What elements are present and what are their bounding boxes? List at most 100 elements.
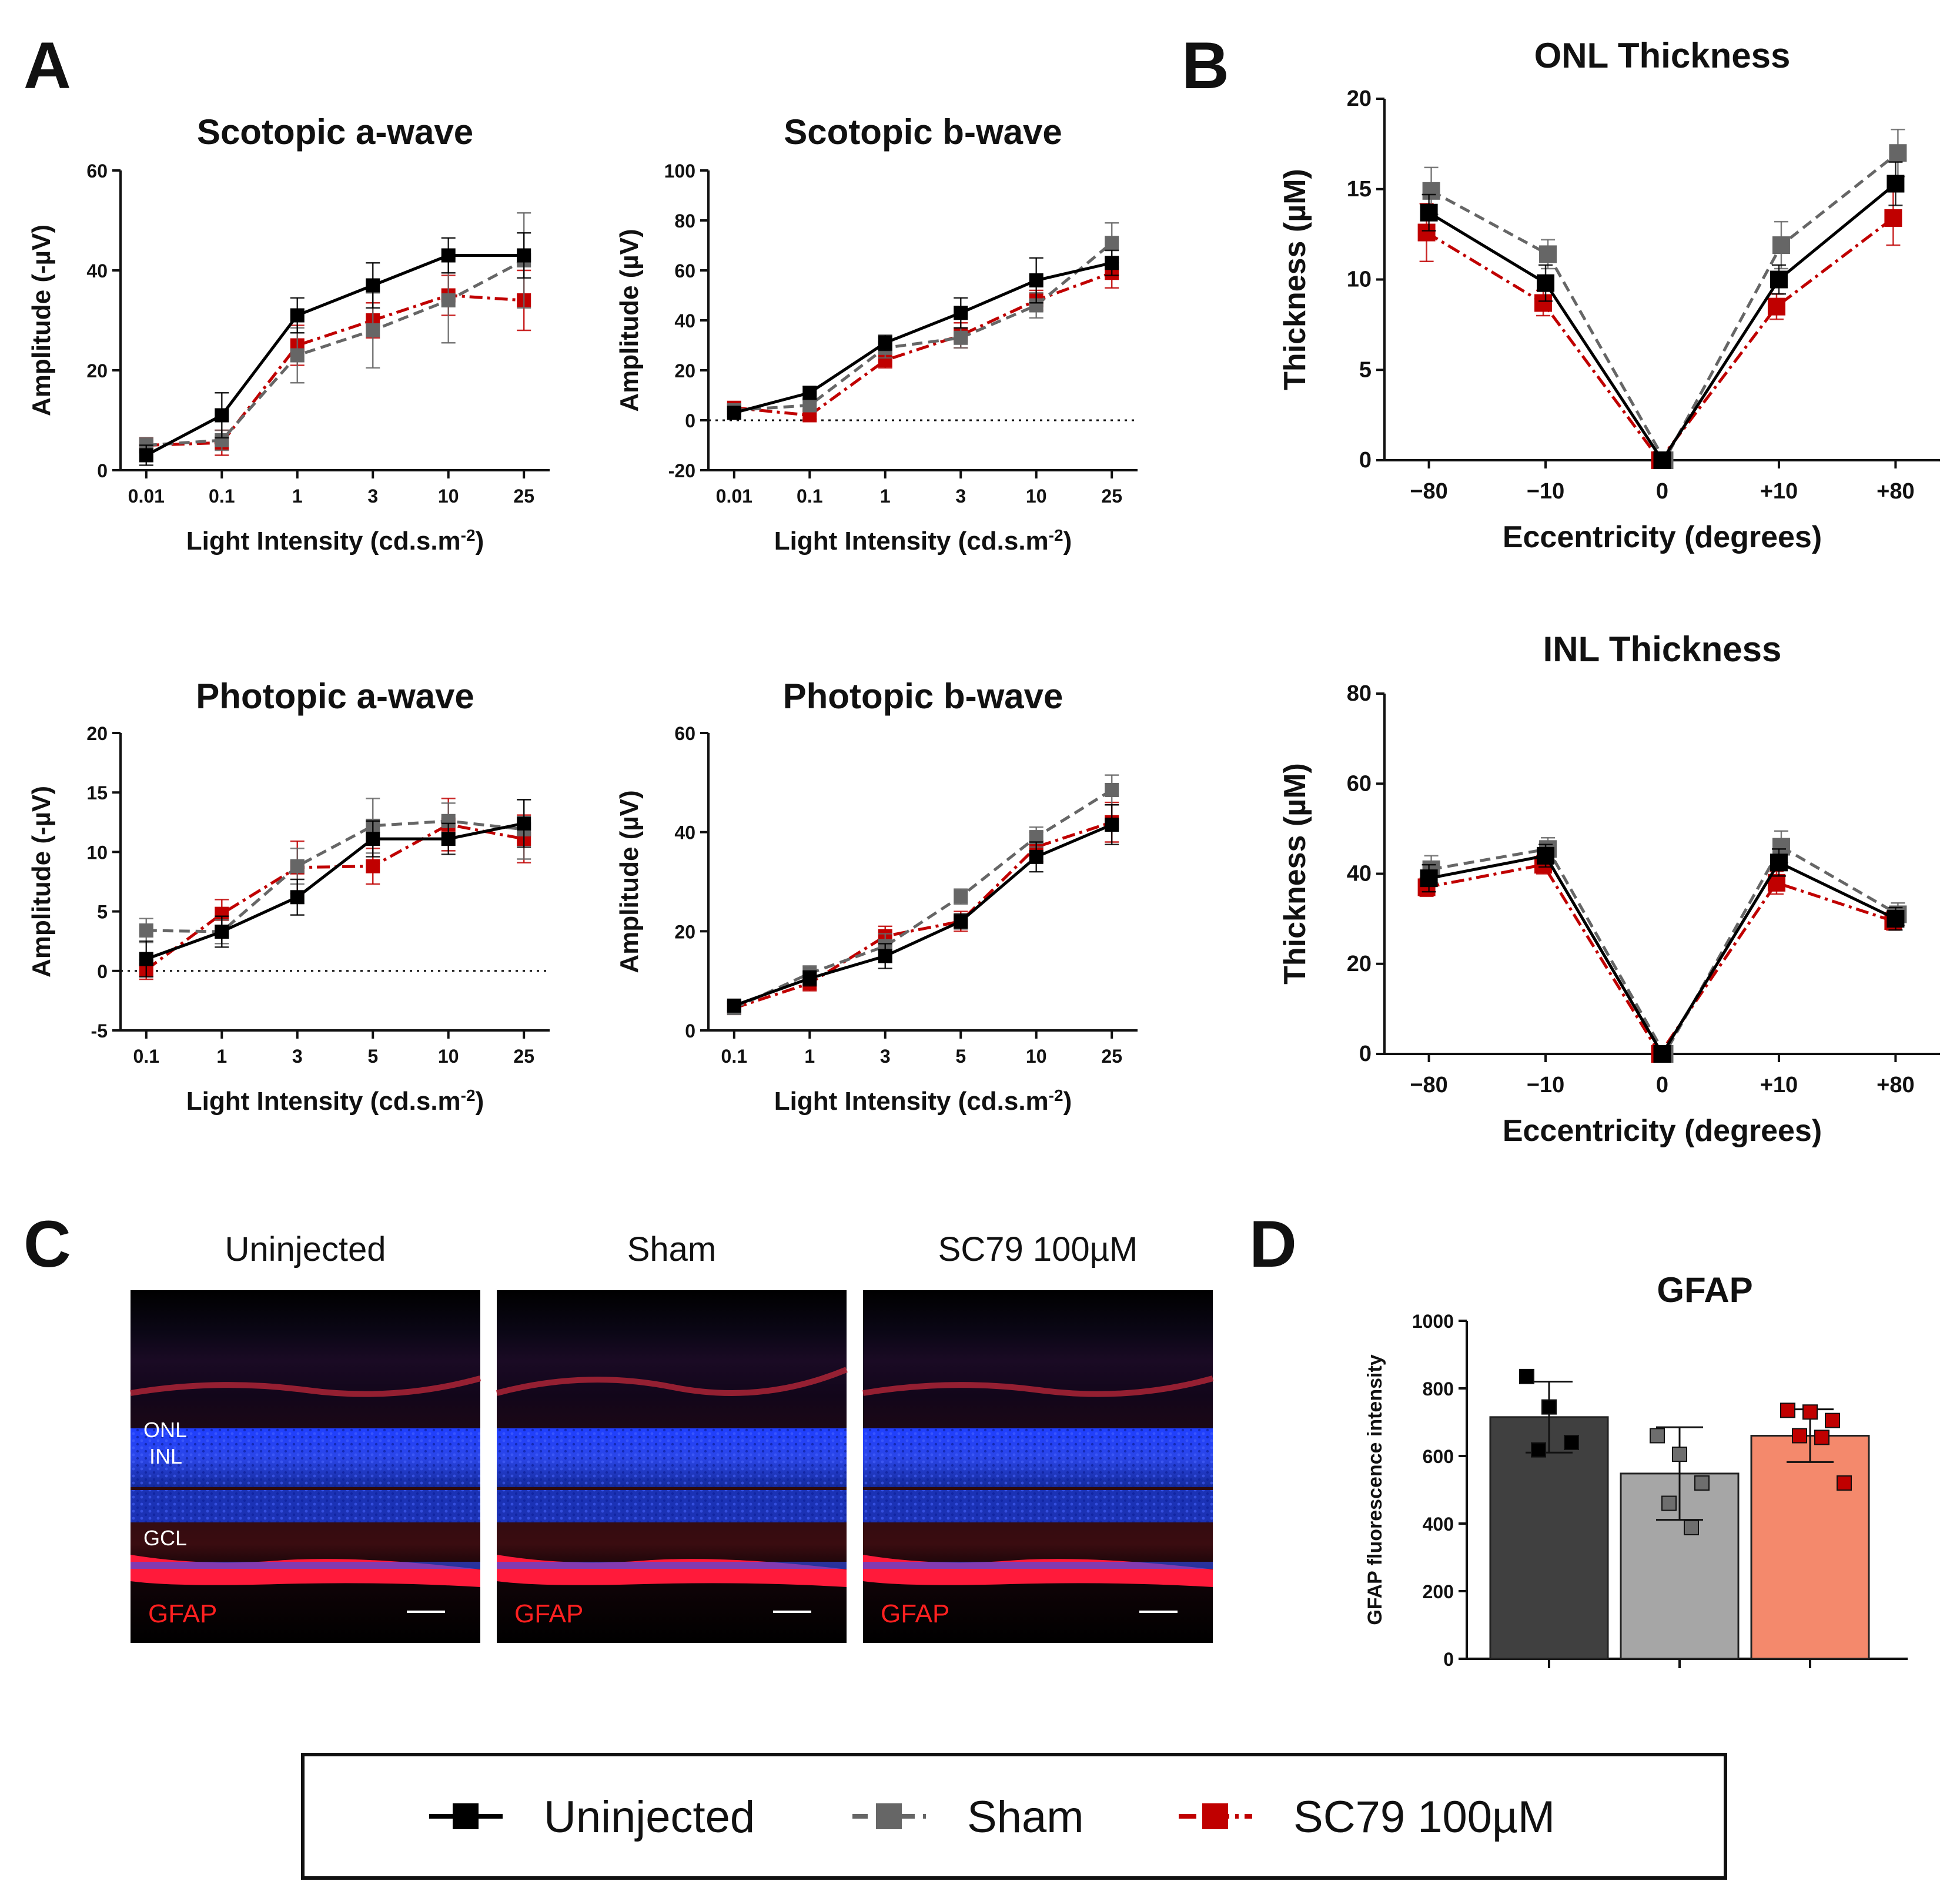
onl-texture — [497, 1428, 847, 1487]
legend-label-uninjected: Uninjected — [544, 1792, 755, 1842]
panel-label-c: C — [24, 1207, 71, 1281]
y-tick-label: 20 — [86, 360, 108, 381]
data-point — [215, 408, 229, 423]
x-tick-label: 0.01 — [716, 486, 752, 507]
x-axis-label: Light Intensity (cd.s.m-2) — [186, 1086, 484, 1116]
y-tick-label: 5 — [1359, 357, 1372, 382]
x-tick-label: −80 — [1410, 479, 1447, 504]
data-point — [1105, 818, 1119, 832]
inl-texture — [863, 1490, 1213, 1522]
x-tick-label: −10 — [1527, 1073, 1564, 1097]
x-tick-label: −80 — [1410, 1073, 1447, 1097]
y-tick-label: 5 — [97, 902, 108, 923]
x-axis-label-sup: -2 — [1049, 1086, 1063, 1104]
data-point — [1653, 451, 1671, 469]
series-line — [734, 261, 1112, 414]
y-tick-label: 0 — [1359, 1042, 1372, 1066]
x-tick-label: 0 — [1656, 1073, 1668, 1097]
x-tick-label: 0.1 — [797, 486, 822, 507]
series-sham — [727, 222, 1119, 417]
legend-marker-uninjected — [453, 1803, 479, 1829]
data-point — [1537, 274, 1555, 292]
series-uninjected — [139, 799, 531, 978]
chart-inl-thickness: INL Thickness 0 20 40 60 80 −80 −10 0 +10 +80 Eccen… — [1278, 630, 1940, 1148]
chart-gfap-intensity: GFAP 0 200 400 600 800 1000 GFAP fluorescence i… — [1364, 1270, 1908, 1670]
x-axis-label-end: ) — [476, 1087, 484, 1116]
data-point — [727, 998, 741, 1013]
data-point — [441, 293, 456, 307]
y-axis-label: Amplitude (µV) — [615, 790, 644, 973]
onl-texture — [131, 1428, 480, 1487]
data-point — [366, 859, 380, 873]
x-tick-label: 5 — [367, 1046, 378, 1067]
x-axis-label: Eccentricity (degrees) — [1503, 520, 1822, 554]
series-line — [146, 259, 525, 447]
data-point — [441, 832, 456, 846]
legend: Uninjected Sham SC79 100µM — [301, 1753, 1727, 1880]
data-point — [290, 890, 305, 905]
tissue-edge — [496, 1367, 848, 1396]
legend-label-sham: Sham — [967, 1792, 1084, 1842]
data-point — [1541, 1399, 1557, 1415]
data-point — [139, 448, 153, 463]
x-axis-label-end: ) — [1063, 1087, 1072, 1116]
x-tick-label: 0.01 — [128, 486, 165, 507]
series-line — [1431, 845, 1899, 1057]
panel-label-b: B — [1182, 29, 1229, 102]
inl-texture — [131, 1490, 480, 1522]
y-tick-label: 0 — [1359, 448, 1372, 473]
legend-item-uninjected: Uninjected — [429, 1792, 755, 1842]
gcl-nuclei — [863, 1562, 1213, 1569]
data-point — [954, 889, 968, 904]
y-tick-label: 0 — [1443, 1649, 1454, 1670]
data-point — [1537, 846, 1555, 865]
inl-texture — [497, 1490, 847, 1522]
data-point — [1519, 1368, 1534, 1384]
data-point — [139, 952, 153, 966]
series-line — [145, 822, 524, 960]
data-point — [1772, 838, 1790, 856]
panel-label-d: D — [1249, 1207, 1297, 1281]
micrograph-title: Uninjected — [225, 1230, 386, 1268]
data-point — [1564, 1435, 1579, 1450]
data-point — [1534, 294, 1553, 312]
x-tick-label: −10 — [1527, 479, 1564, 504]
x-axis-label-end: ) — [476, 527, 484, 555]
data-point — [1029, 849, 1043, 864]
series-uninjected — [1420, 843, 1905, 1063]
data-point — [1770, 853, 1788, 872]
layer-label-gcl: GCL — [143, 1526, 187, 1550]
x-tick-label: 3 — [292, 1046, 303, 1067]
x-axis-label: Eccentricity (degrees) — [1503, 1114, 1822, 1148]
chart-photopic-b-wave: Photopic b-wave 0 20 40 60 0.1 1 3 5 10 25 Light In… — [615, 677, 1138, 1116]
data-point — [954, 306, 968, 320]
x-axis-label-sup: -2 — [461, 1086, 476, 1104]
x-tick-label: 25 — [513, 486, 534, 507]
y-tick-label: 80 — [674, 210, 695, 232]
onl-texture — [863, 1428, 1213, 1487]
y-tick-label: 0 — [97, 460, 108, 481]
y-tick-label: 400 — [1423, 1514, 1454, 1535]
stain-label: GFAP — [881, 1599, 949, 1628]
x-tick-label: 10 — [438, 1046, 459, 1067]
x-tick-label: 1 — [880, 486, 891, 507]
data-point — [878, 949, 892, 963]
data-point — [727, 406, 741, 420]
data-point — [802, 386, 817, 400]
series-sham — [139, 798, 531, 945]
y-axis-label: Thickness (µM) — [1278, 763, 1312, 985]
gcl-nuclei — [497, 1562, 847, 1569]
stain-label: GFAP — [148, 1599, 217, 1628]
x-tick-label: 25 — [1101, 486, 1122, 507]
x-tick-label: +10 — [1760, 1073, 1798, 1097]
data-point — [954, 914, 968, 929]
gcl-nuclei — [131, 1562, 480, 1569]
y-tick-label: 20 — [1347, 952, 1372, 976]
data-point — [517, 248, 531, 263]
series-sham — [727, 774, 1119, 1016]
data-point — [366, 832, 380, 846]
x-tick-label: +80 — [1877, 479, 1914, 504]
x-tick-label: 3 — [367, 486, 378, 507]
